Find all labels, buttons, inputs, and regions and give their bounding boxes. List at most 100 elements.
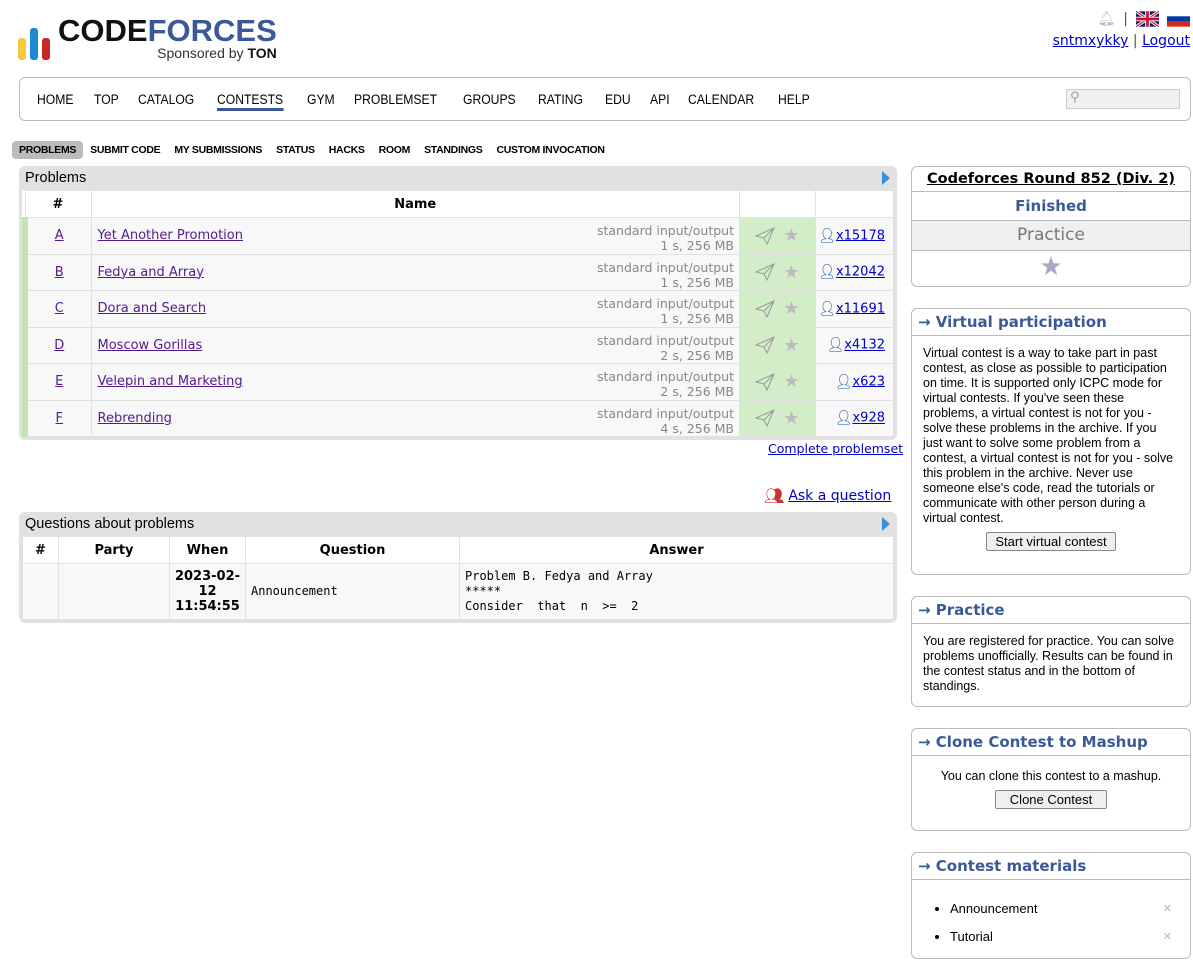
col-index: # [24,190,92,218]
problem-index-link[interactable]: F [55,410,63,426]
solved-count-cell: 👤︎x4132 [815,326,894,364]
problem-name-link[interactable]: Velepin and Marketing [97,374,243,390]
menu-home[interactable]: HOME [37,91,74,107]
col-party: Party [58,536,170,564]
clone-contest-button[interactable]: Clone Contest [994,790,1108,809]
solved-count-link[interactable]: x11691 [835,301,885,317]
solved-count-link[interactable]: x4132 [844,337,885,353]
col-answer: Answer [459,536,894,564]
practice-text: You are registered for practice. You can… [923,634,1175,693]
favorite-star-icon[interactable]: ★ [783,371,800,393]
menu-groups[interactable]: GROUPS [463,91,516,107]
submit-plane-icon[interactable] [755,409,776,428]
submit-plane-icon[interactable] [755,263,776,282]
bell-icon[interactable]: 🔔︎ [1097,11,1116,27]
logout-link[interactable]: Logout [1142,33,1190,49]
menu-edu[interactable]: EDU [604,91,631,107]
problem-limits: standard input/output 2 s, 256 MB [596,369,734,399]
menu-catalog[interactable]: CATALOG [138,91,195,107]
submit-plane-icon[interactable] [755,226,776,245]
problem-index-link[interactable]: A [54,228,64,244]
practice-box: → Practice You are registered for practi… [911,596,1191,707]
solved-count-link[interactable]: x12042 [835,264,885,280]
solved-count-link[interactable]: x928 [852,410,885,426]
menu-contests[interactable]: CONTESTS [217,91,284,111]
logo-word2: FORCES [147,13,277,48]
contest-name-link[interactable]: Codeforces Round 852 (Div. 2) [926,171,1176,187]
material-item[interactable]: Announcement ✕ [950,895,1190,923]
q-when: 2023-02- 12 11:54:55 [169,563,246,620]
search-input[interactable]: ⚲ [1066,89,1180,109]
complete-problemset-link[interactable]: Complete problemset [768,441,904,456]
q-party [58,563,170,620]
ask-question[interactable]: 👥︎ Ask a question [764,486,891,505]
questions-table: # Party When Question Answer 2023-02- 12 1… [22,536,894,620]
submit-plane-icon[interactable] [755,336,776,355]
col-when: When [169,536,246,564]
remove-icon[interactable]: ✕ [1162,931,1172,943]
favorite-star-icon[interactable]: ★ [783,298,800,320]
expand-arrow-icon[interactable] [882,517,890,531]
ask-question-link[interactable]: Ask a question [788,487,892,504]
favorite-star-icon[interactable]: ★ [1039,252,1063,282]
favorite-star-icon[interactable]: ★ [783,407,800,429]
subtab-hacks[interactable]: HACKS [328,144,365,156]
problem-index-link[interactable]: D [54,337,65,353]
subtab-room[interactable]: ROOM [378,144,411,156]
problems-box: Problems # Name A Yet Another Promotion s… [19,166,897,440]
remove-icon[interactable]: ✕ [1162,903,1172,915]
problem-limits: standard input/output 1 s, 256 MB [596,223,734,253]
problem-actions: ★ [739,217,816,255]
flag-ru-icon[interactable] [1167,11,1190,27]
problem-row: C Dora and Search standard input/output 1… [22,290,894,328]
problem-index-link[interactable]: B [54,264,64,280]
problem-row: D Moscow Gorillas standard input/output 2… [22,326,894,364]
user-icon: 👤︎ [818,264,836,281]
solved-count-link[interactable]: x623 [852,374,885,390]
solved-count-cell: 👤︎x15178 [815,217,894,255]
problem-name-link[interactable]: Fedya and Array [97,264,204,280]
problem-index-link[interactable]: E [55,374,64,390]
problems-title: Problems [25,170,87,186]
problem-index-link[interactable]: C [54,301,64,317]
problem-index: A [22,217,92,255]
submit-plane-icon[interactable] [755,372,776,391]
subtab-my-submissions[interactable]: MY SUBMISSIONS [174,144,263,156]
favorite-star-icon[interactable]: ★ [783,225,800,247]
subtab-problems[interactable]: PROBLEMS [12,141,84,159]
menu-api[interactable]: API [649,91,670,107]
expand-arrow-icon[interactable] [882,171,890,185]
username-link[interactable]: sntmxykky [1052,33,1129,49]
subtab-status[interactable]: STATUS [276,144,315,156]
menu-calendar[interactable]: CALENDAR [687,91,755,107]
menu-rating[interactable]: RATING [538,91,584,107]
question-row: 2023-02- 12 11:54:55 Announcement Problem … [22,563,894,620]
contest-info-box: Codeforces Round 852 (Div. 2) Finished P… [911,166,1191,287]
col-name: Name [90,190,740,218]
solved-count-link[interactable]: x15178 [835,228,885,244]
flag-uk-icon[interactable] [1136,11,1159,27]
menu-gym[interactable]: GYM [307,91,335,107]
menu-top[interactable]: TOP [94,91,119,107]
material-link-announcement[interactable]: Announcement [950,901,1038,916]
submit-plane-icon[interactable] [755,299,776,318]
material-item[interactable]: Tutorial ✕ [950,923,1190,951]
problem-name-link[interactable]: Yet Another Promotion [97,228,243,244]
subtab-submit-code[interactable]: SUBMIT CODE [90,144,161,156]
problem-name-link[interactable]: Dora and Search [97,301,207,317]
menu-problemset[interactable]: PROBLEMSET [354,91,438,107]
problem-index: B [22,253,92,291]
problem-name-link[interactable]: Moscow Gorillas [97,337,203,353]
start-virtual-contest-button[interactable]: Start virtual contest [986,532,1116,551]
problem-actions: ★ [739,326,816,364]
subtab-custom-invocation[interactable]: CUSTOM INVOCATION [496,144,605,156]
material-link-tutorial[interactable]: Tutorial [950,929,993,944]
codeforces-logo[interactable]: CODEFORCES Sponsored by TON [18,13,277,60]
subtab-standings[interactable]: STANDINGS [424,144,483,156]
q-answer: Problem B. Fedya and Array ***** Consider … [459,563,894,620]
problem-name-link[interactable]: Rebrending [97,410,172,426]
favorite-star-icon[interactable]: ★ [783,261,800,283]
favorite-star-icon[interactable]: ★ [783,334,800,356]
problem-index: D [22,326,92,364]
menu-help[interactable]: HELP [777,91,810,107]
